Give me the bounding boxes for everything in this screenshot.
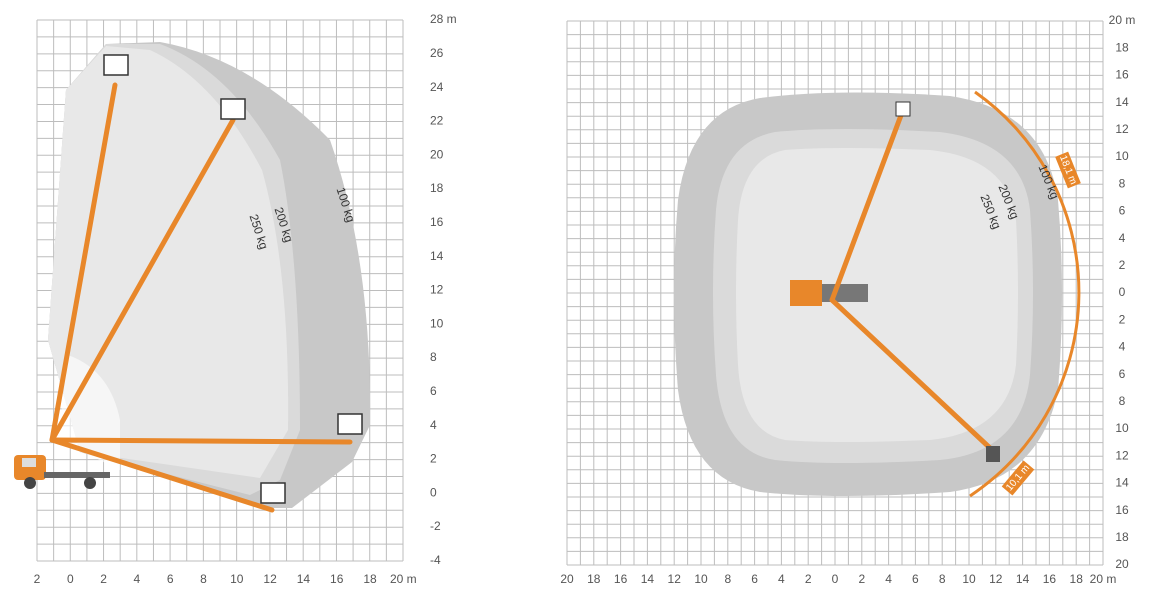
y-label: -4 <box>430 553 441 567</box>
y-label: 6 <box>430 384 437 398</box>
y-label: 16 <box>430 215 444 229</box>
x-label: 0 <box>67 572 74 586</box>
y-label: 14 <box>1115 95 1129 109</box>
y-label: 24 <box>430 80 444 94</box>
x-label: 16 <box>614 572 628 586</box>
y-label: 16 <box>1115 68 1129 82</box>
y-label: 4 <box>1119 231 1126 245</box>
x-label: 14 <box>297 572 311 586</box>
y-label: 22 <box>430 114 444 128</box>
y-label: 26 <box>430 46 444 60</box>
boom <box>49 82 118 443</box>
y-label: 14 <box>1115 476 1129 490</box>
y-label: 20 <box>1115 557 1129 571</box>
y-label: 18 <box>1115 40 1129 54</box>
x-label: 10 <box>230 572 244 586</box>
platform <box>986 446 1000 462</box>
y-label: 18 <box>1115 530 1129 544</box>
y-label: 2 <box>430 452 437 466</box>
x-label: 4 <box>885 572 892 586</box>
x-label: 10 <box>962 572 976 586</box>
y-label: 6 <box>1119 204 1126 218</box>
y-label: 18 <box>430 181 444 195</box>
boom <box>829 297 993 451</box>
y-label: 4 <box>430 418 437 432</box>
x-label: 2 <box>34 572 41 586</box>
y-label: 2 <box>1119 312 1126 326</box>
x-label: 8 <box>200 572 207 586</box>
x-label: 12 <box>989 572 1003 586</box>
x-label: 14 <box>641 572 655 586</box>
y-label: 12 <box>1115 448 1129 462</box>
y-label: -2 <box>430 519 441 533</box>
reach-badge <box>1001 460 1035 496</box>
y-label: 10 <box>1115 149 1129 163</box>
y-label: 4 <box>1119 340 1126 354</box>
x-label: 12 <box>668 572 682 586</box>
x-label: 12 <box>263 572 277 586</box>
x-label: 10 <box>694 572 708 586</box>
y-label: 10 <box>1115 421 1129 435</box>
x-label: 14 <box>1016 572 1030 586</box>
x-label: 4 <box>134 572 141 586</box>
reach-badge <box>1055 151 1081 189</box>
y-label: 10 <box>430 316 444 330</box>
platform <box>895 101 911 117</box>
y-label: 2 <box>1119 258 1126 272</box>
y-label: 20 m <box>1109 13 1136 27</box>
y-label: 16 <box>1115 503 1129 517</box>
y-label: 12 <box>430 283 444 297</box>
x-label: 2 <box>858 572 865 586</box>
x-label: 2 <box>100 572 107 586</box>
y-label: 14 <box>430 249 444 263</box>
y-label: 6 <box>1119 367 1126 381</box>
x-label: 8 <box>939 572 946 586</box>
envelope-250kg <box>736 148 1018 442</box>
y-label: 8 <box>1119 176 1126 190</box>
x-label: 6 <box>912 572 919 586</box>
y-label: 28 m <box>430 12 457 26</box>
y-label: 12 <box>1115 122 1129 136</box>
reach-arc <box>969 90 1081 498</box>
x-label: 16 <box>1043 572 1057 586</box>
x-label: 2 <box>805 572 812 586</box>
boom <box>49 437 353 445</box>
x-label: 18 <box>363 572 377 586</box>
boom <box>829 107 906 303</box>
boom <box>49 117 236 443</box>
y-label: 8 <box>430 350 437 364</box>
y-label: 8 <box>1119 394 1126 408</box>
x-label: 18 <box>587 572 601 586</box>
truck-top <box>790 280 822 306</box>
x-label: 4 <box>778 572 785 586</box>
truck <box>14 455 110 489</box>
y-label: 0 <box>1119 285 1126 299</box>
x-label: 20 m <box>1090 572 1117 586</box>
x-label: 20 m <box>390 572 417 586</box>
platforms <box>103 54 363 504</box>
boom <box>49 437 275 513</box>
x-label: 0 <box>832 572 839 586</box>
x-label: 16 <box>330 572 344 586</box>
y-label: 0 <box>430 485 437 499</box>
x-label: 8 <box>724 572 731 586</box>
envelope-250kg <box>48 46 289 478</box>
x-label: 20 <box>560 572 574 586</box>
x-label: 6 <box>751 572 758 586</box>
truck-cab <box>822 284 868 302</box>
y-label: 20 <box>430 147 444 161</box>
x-label: 6 <box>167 572 174 586</box>
x-label: 18 <box>1070 572 1084 586</box>
